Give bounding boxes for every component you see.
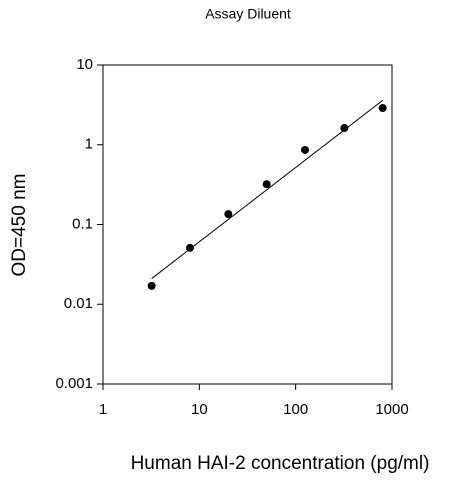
y-tick-label: 1 — [85, 136, 93, 153]
data-point — [262, 180, 271, 189]
data-point — [224, 210, 233, 219]
y-tick-label: 10 — [76, 56, 93, 73]
x-tick-label: 100 — [283, 401, 308, 418]
y-tick-label: 0.01 — [64, 295, 93, 312]
data-point — [301, 145, 310, 154]
y-axis-label: OD=450 nm — [9, 174, 30, 277]
y-tick-label: 0.1 — [72, 215, 93, 232]
x-tick-label: 1000 — [375, 401, 408, 418]
chart-title: Assay Diluent — [205, 6, 291, 22]
y-tick-label: 0.001 — [55, 375, 93, 392]
data-point — [147, 281, 156, 290]
data-point — [378, 103, 387, 112]
plot-frame — [102, 64, 393, 385]
x-tick-label: 10 — [191, 401, 208, 418]
x-axis-label: Human HAI-2 concentration (pg/ml) — [131, 453, 430, 474]
x-tick-label: 1 — [99, 401, 107, 418]
data-point — [185, 243, 194, 252]
data-point — [340, 124, 349, 133]
